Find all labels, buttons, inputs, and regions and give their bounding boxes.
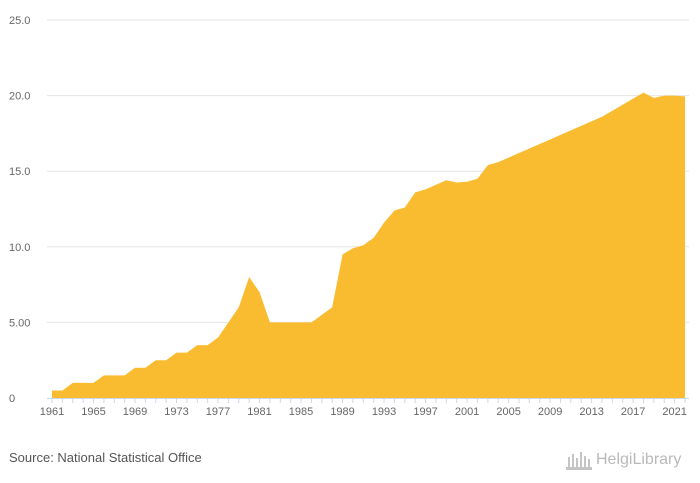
y-tick-label: 10.0 — [9, 242, 30, 254]
x-tick-label: 1993 — [372, 406, 396, 418]
y-tick-label: 25.0 — [9, 15, 30, 27]
x-tick-label: 2017 — [621, 406, 645, 418]
helgi-library-logo: HelgiLibrary — [566, 446, 681, 474]
source-note: Source: National Statistical Office — [9, 450, 202, 465]
x-tick-label: 1997 — [413, 406, 437, 418]
x-tick-label: 1981 — [247, 406, 271, 418]
x-tick-label: 1965 — [81, 406, 105, 418]
x-tick-label: 1989 — [330, 406, 354, 418]
x-tick-label: 2005 — [496, 406, 520, 418]
y-tick-label: 15.0 — [9, 166, 30, 178]
x-tick-label: 2001 — [455, 406, 479, 418]
area-chart: 1961 1965 1969 1973 1977 1981 1985 1989 1993 1997… — [9, 15, 689, 418]
logo-text: HelgiLibrary — [596, 451, 682, 468]
x-tick-label: 1973 — [164, 406, 188, 418]
x-tick-label: 2009 — [538, 406, 562, 418]
x-axis: 1961 1965 1969 1973 1977 1981 1985 1989 1993 1997… — [40, 398, 689, 418]
area-fill — [52, 92, 685, 398]
y-tick-label: 20.0 — [9, 91, 30, 103]
x-tick-label: 2013 — [579, 406, 603, 418]
x-tick-label: 2021 — [662, 406, 686, 418]
x-tick-label: 1977 — [206, 406, 230, 418]
y-tick-label: 5.00 — [9, 317, 30, 329]
x-tick-label: 1961 — [40, 406, 64, 418]
x-tick-label: 1969 — [123, 406, 147, 418]
y-tick-label: 0 — [9, 393, 15, 405]
area-series — [52, 92, 685, 398]
x-tick-label: 1985 — [289, 406, 313, 418]
y-axis: 0 5.00 10.0 15.0 20.0 25.0 — [9, 15, 30, 405]
library-building-icon — [566, 452, 592, 470]
